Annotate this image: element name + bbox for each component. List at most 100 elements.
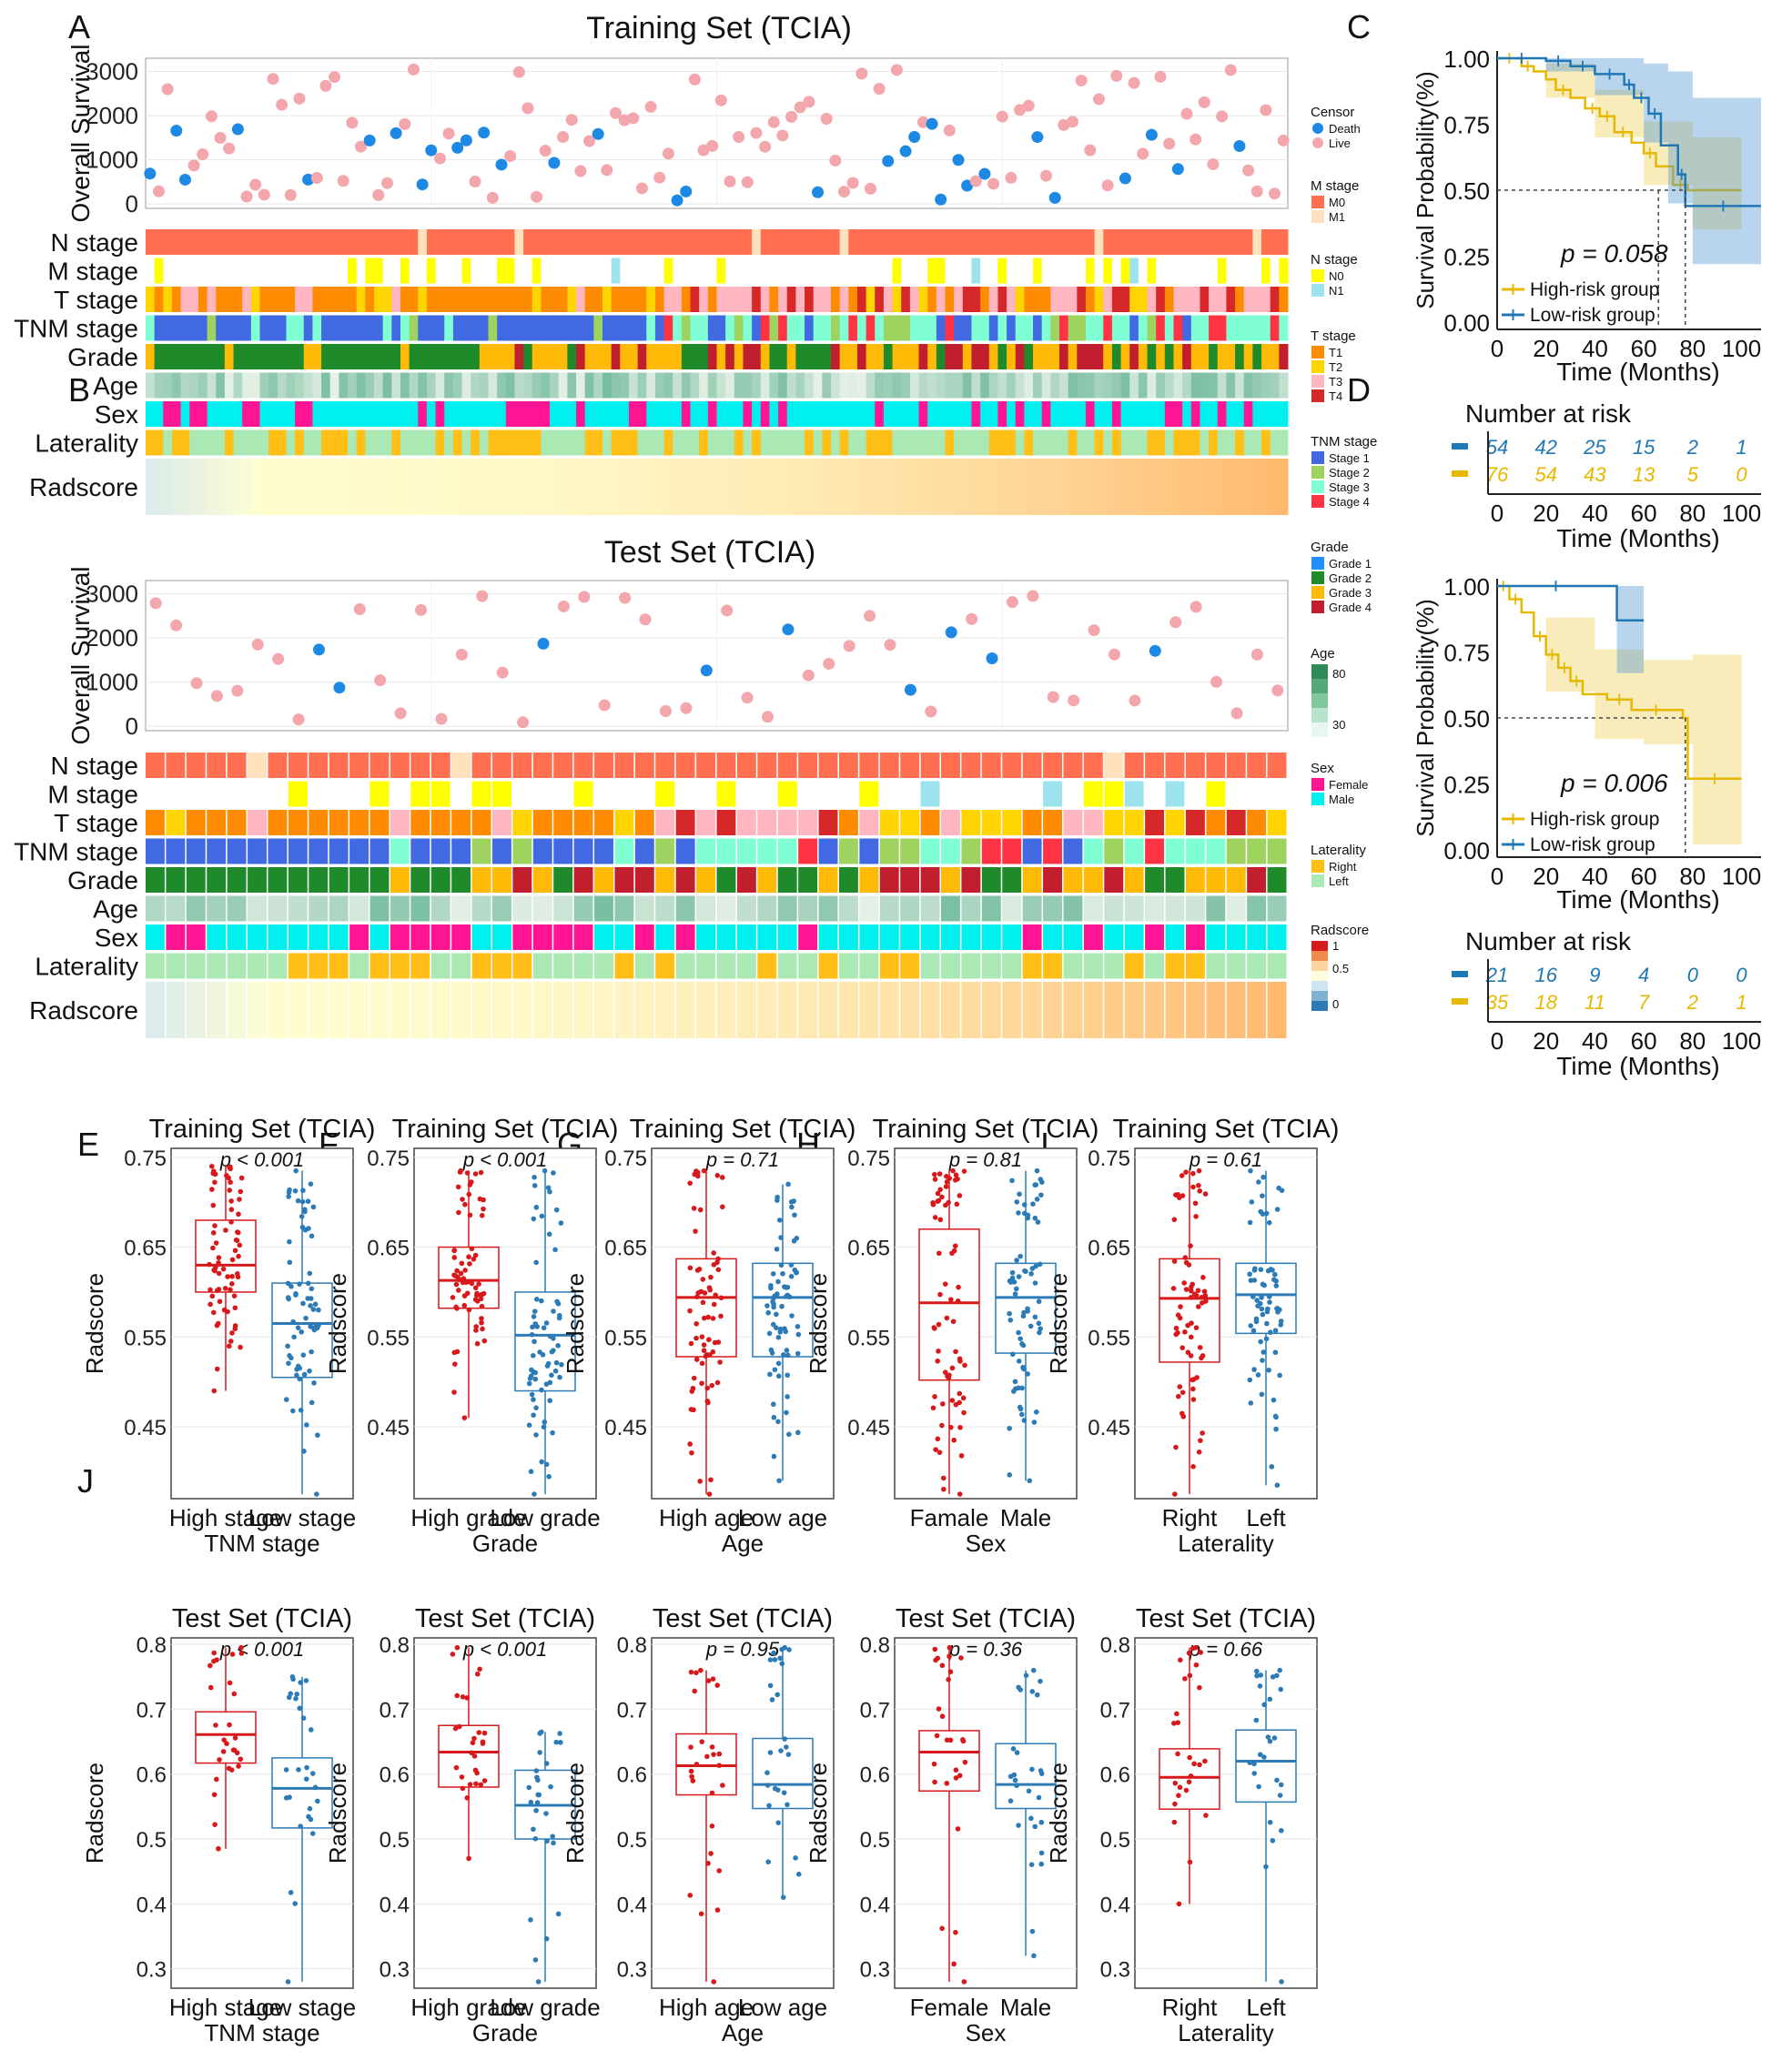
y-tick-label: 0.65 xyxy=(124,1237,167,1261)
heat-cell xyxy=(690,258,700,284)
heat-cell xyxy=(452,229,463,255)
live-point xyxy=(1242,164,1255,177)
live-point xyxy=(190,677,203,690)
heat-cell xyxy=(1217,344,1227,369)
heat-cell xyxy=(553,781,573,807)
heat-cell xyxy=(1104,867,1124,893)
data-point xyxy=(1260,1349,1267,1355)
heat-cell xyxy=(1002,953,1022,979)
heat-cell xyxy=(1033,459,1043,515)
data-point xyxy=(293,1292,299,1298)
death-point xyxy=(425,144,438,157)
heat-cell xyxy=(523,315,533,341)
x-tick-label: 40 xyxy=(1582,863,1608,890)
heat-cell xyxy=(576,401,586,427)
heat-cell xyxy=(614,924,634,950)
data-point xyxy=(785,1394,790,1399)
heat-cell xyxy=(945,287,955,312)
data-point xyxy=(1012,1291,1018,1297)
data-point xyxy=(551,1336,556,1341)
heat-cell xyxy=(1145,924,1165,950)
data-point xyxy=(688,1669,694,1675)
heat-cell xyxy=(532,810,552,835)
heat-cell xyxy=(146,429,156,456)
data-point xyxy=(547,1188,552,1195)
heat-cell xyxy=(268,287,278,312)
heat-cell xyxy=(673,459,683,515)
heat-cell xyxy=(786,459,796,515)
data-point xyxy=(1172,1491,1178,1497)
data-point xyxy=(944,1315,950,1321)
risk-x-label: Time (Months) xyxy=(1556,1052,1719,1080)
data-point xyxy=(698,1288,704,1295)
heat-cell xyxy=(795,401,805,427)
heat-cell xyxy=(681,287,692,312)
heat-cell xyxy=(523,401,533,427)
heat-cell xyxy=(329,895,349,922)
live-point xyxy=(996,110,1008,123)
data-point xyxy=(1203,1813,1209,1818)
panel-title: Training Set (TCIA) xyxy=(1113,1115,1340,1144)
heat-cell xyxy=(927,344,937,369)
data-point xyxy=(953,1349,958,1355)
heat-cell xyxy=(1279,401,1289,427)
heat-cell xyxy=(1173,287,1183,312)
y-tick-label: 0.75 xyxy=(1088,1147,1130,1171)
heat-cell xyxy=(752,401,762,427)
data-point xyxy=(1250,1328,1257,1334)
heat-cell xyxy=(1145,781,1165,807)
data-point xyxy=(208,1662,213,1669)
heat-cell xyxy=(1124,924,1144,950)
heat-cell xyxy=(532,229,542,255)
data-point xyxy=(719,1175,725,1180)
heat-cell xyxy=(1145,895,1165,922)
heat-cell xyxy=(628,315,639,341)
y-tick-label: 0.4 xyxy=(137,1893,167,1917)
heat-cell xyxy=(1033,287,1043,312)
heat-cell xyxy=(418,459,428,515)
heat-cell xyxy=(663,401,673,427)
data-point xyxy=(466,1307,472,1313)
data-point xyxy=(772,1785,778,1792)
death-point xyxy=(899,145,912,157)
data-point xyxy=(1188,1288,1194,1294)
data-point xyxy=(778,1262,785,1268)
data-point xyxy=(1171,1721,1177,1726)
heat-cell xyxy=(329,753,349,778)
data-point xyxy=(544,1838,550,1844)
legend-title: Grade xyxy=(1311,540,1349,555)
heat-cell xyxy=(541,315,551,341)
data-point xyxy=(309,1349,314,1355)
heat-cell xyxy=(941,781,960,807)
heat-cell xyxy=(856,429,867,456)
data-point xyxy=(792,1212,797,1218)
heat-cell xyxy=(207,838,227,864)
heat-cell xyxy=(1041,229,1051,255)
heat-cell xyxy=(1226,867,1246,893)
data-point xyxy=(768,1285,774,1291)
heat-cell xyxy=(207,459,217,515)
legend-item: Death xyxy=(1329,122,1361,136)
heat-cell xyxy=(573,953,593,979)
heat-cell xyxy=(654,372,665,399)
heat-cell xyxy=(374,229,384,255)
heat-cell xyxy=(1002,753,1022,778)
track-label: M stage xyxy=(47,781,138,809)
heat-cell xyxy=(1185,982,1205,1038)
heat-cell xyxy=(288,953,308,979)
heat-cell xyxy=(918,344,928,369)
live-point xyxy=(161,83,174,96)
data-point xyxy=(209,1293,216,1299)
heat-cell xyxy=(329,229,339,255)
data-point xyxy=(795,1430,801,1436)
heat-cell xyxy=(171,287,182,312)
data-point xyxy=(1182,1676,1188,1682)
data-point xyxy=(553,1739,560,1745)
heat-cell xyxy=(655,838,675,864)
heat-cell xyxy=(400,401,410,427)
data-point xyxy=(1273,1414,1279,1420)
heat-cell xyxy=(1120,287,1130,312)
data-point xyxy=(532,1369,539,1376)
heat-cell xyxy=(288,982,308,1038)
data-point xyxy=(1177,1384,1183,1389)
